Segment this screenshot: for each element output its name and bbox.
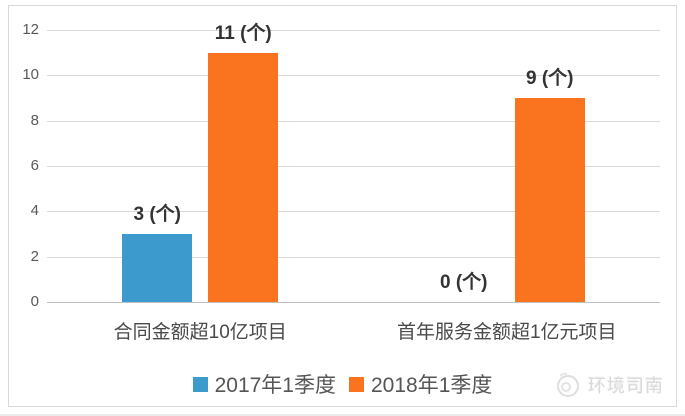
watermark: 环境司南	[553, 370, 664, 400]
legend-swatch	[349, 376, 364, 392]
legend-label: 2017年1季度	[214, 374, 336, 397]
bar-value-label: 0 (个)	[439, 272, 488, 293]
bar-2018年1季度	[514, 98, 585, 302]
gridline	[47, 166, 660, 167]
watermark-text: 环境司南	[588, 376, 664, 396]
gridline	[47, 256, 660, 258]
chart-frame: 0 2 4 6 8 10 12 3 (个) 11 (个) 0 (个) 9 (个) 合同金额超10亿项…	[8, 5, 677, 407]
y-tick-label: 12	[22, 21, 39, 38]
plot-area: 0 2 4 6 8 10 12 3 (个) 11 (个) 0 (个) 9 (个)	[22, 21, 660, 310]
legend-swatch	[192, 376, 208, 392]
bar-2017年1季度	[122, 234, 193, 302]
y-tick-label: 6	[30, 157, 39, 174]
legend-item: 2018年1季度	[349, 369, 492, 399]
legend: 2017年1季度 2018年1季度	[9, 369, 676, 399]
gridline	[47, 30, 660, 31]
page-edge-shade	[0, 414, 685, 416]
x-axis-category-labels: 合同金额超10亿项目 首年服务金额超1亿元项目	[47, 317, 660, 344]
gridline	[47, 75, 660, 77]
category-label: 首年服务金额超1亿元项目	[396, 322, 617, 343]
y-tick-label: 8	[30, 111, 39, 129]
category-label: 合同金额超10亿项目	[113, 322, 287, 343]
y-tick-label: 4	[30, 202, 39, 220]
legend-item: 2017年1季度	[192, 369, 336, 399]
gridline	[47, 120, 660, 122]
compass-icon	[557, 372, 579, 397]
legend-label: 2018年1季度	[371, 374, 493, 397]
x-axis-line	[47, 302, 660, 303]
bar-2018年1季度	[208, 52, 279, 302]
y-tick-label: 2	[30, 247, 39, 265]
bar-value-label: 11 (个)	[214, 22, 272, 44]
bar-value-label: 9 (个)	[525, 68, 574, 89]
gridline	[47, 211, 660, 213]
bar-value-label: 3 (个)	[133, 204, 182, 225]
y-tick-label: 10	[22, 66, 39, 84]
y-tick-label: 0	[30, 293, 39, 310]
